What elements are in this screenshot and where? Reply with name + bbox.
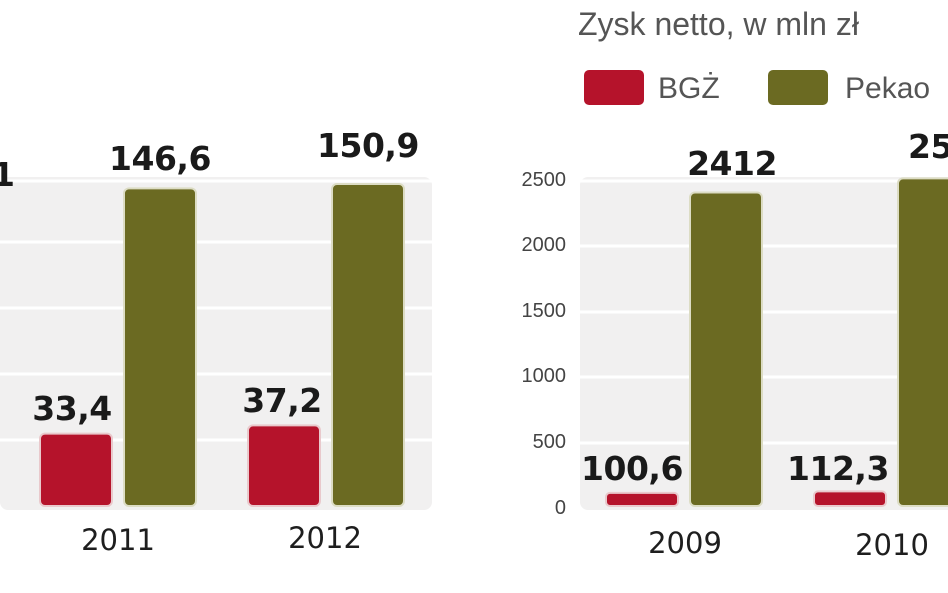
y-tick-label: 500 bbox=[533, 431, 566, 453]
legend-swatch-pekao bbox=[768, 70, 828, 105]
category-label-2010: 2010 bbox=[855, 528, 929, 562]
legend-swatch-bgz bbox=[584, 70, 644, 105]
value-label-cut-off: 1 bbox=[0, 155, 14, 194]
y-axis-tick-labels: 2500 2000 1500 1000 500 0 bbox=[522, 169, 567, 519]
value-label-pekao-2010: 252 bbox=[908, 127, 948, 166]
bar-bgz-2009 bbox=[605, 491, 679, 507]
bar-pekao-2011 bbox=[123, 187, 197, 507]
value-label-pekao-2009: 2412 bbox=[687, 144, 777, 183]
value-label-pekao-2012: 150,9 bbox=[317, 126, 419, 165]
value-label-pekao-2011: 146,6 bbox=[109, 139, 211, 178]
category-label-2012: 2012 bbox=[288, 521, 362, 555]
legend: BGŻ Pekao bbox=[584, 70, 930, 105]
right-bars bbox=[605, 177, 948, 508]
category-label-2011: 2011 bbox=[81, 523, 155, 557]
y-tick-label: 1000 bbox=[522, 365, 567, 387]
value-label-bgz-2010: 112,3 bbox=[787, 449, 889, 488]
y-tick-label: 0 bbox=[555, 497, 566, 519]
category-label-2009: 2009 bbox=[648, 526, 722, 560]
right-value-labels: 100,6 112,3 2412 252 bbox=[581, 127, 948, 488]
value-label-bgz-2011: 33,4 bbox=[32, 389, 111, 428]
bar-pekao-2012 bbox=[331, 183, 405, 507]
legend-label-pekao: Pekao bbox=[845, 72, 930, 105]
y-tick-label: 1500 bbox=[522, 300, 567, 322]
legend-label-bgz: BGŻ bbox=[658, 72, 720, 105]
right-gridlines bbox=[580, 179, 948, 445]
bar-pekao-2009 bbox=[689, 191, 763, 507]
right-bar-chart: 2500 2000 1500 1000 500 0 100,6 112,3 24… bbox=[522, 127, 948, 562]
bar-pekao-2010 bbox=[897, 177, 948, 507]
y-tick-label: 2000 bbox=[522, 234, 567, 256]
bar-bgz-2012 bbox=[247, 424, 321, 507]
bar-bgz-2010 bbox=[813, 490, 887, 508]
value-label-bgz-2009: 100,6 bbox=[581, 449, 683, 488]
right-plot-panel bbox=[580, 177, 948, 510]
bar-bgz-2011 bbox=[39, 432, 113, 507]
left-plot-panel bbox=[0, 177, 432, 510]
y-tick-label: 2500 bbox=[522, 169, 567, 191]
value-label-bgz-2012: 37,2 bbox=[242, 381, 321, 420]
right-chart-title: Zysk netto, w mln zł bbox=[578, 6, 859, 42]
left-bars bbox=[39, 183, 405, 507]
left-value-labels: 33,4 37,2 146,6 150,9 1 bbox=[0, 126, 419, 428]
left-bar-chart: 33,4 37,2 146,6 150,9 1 2011 2012 bbox=[0, 126, 432, 557]
